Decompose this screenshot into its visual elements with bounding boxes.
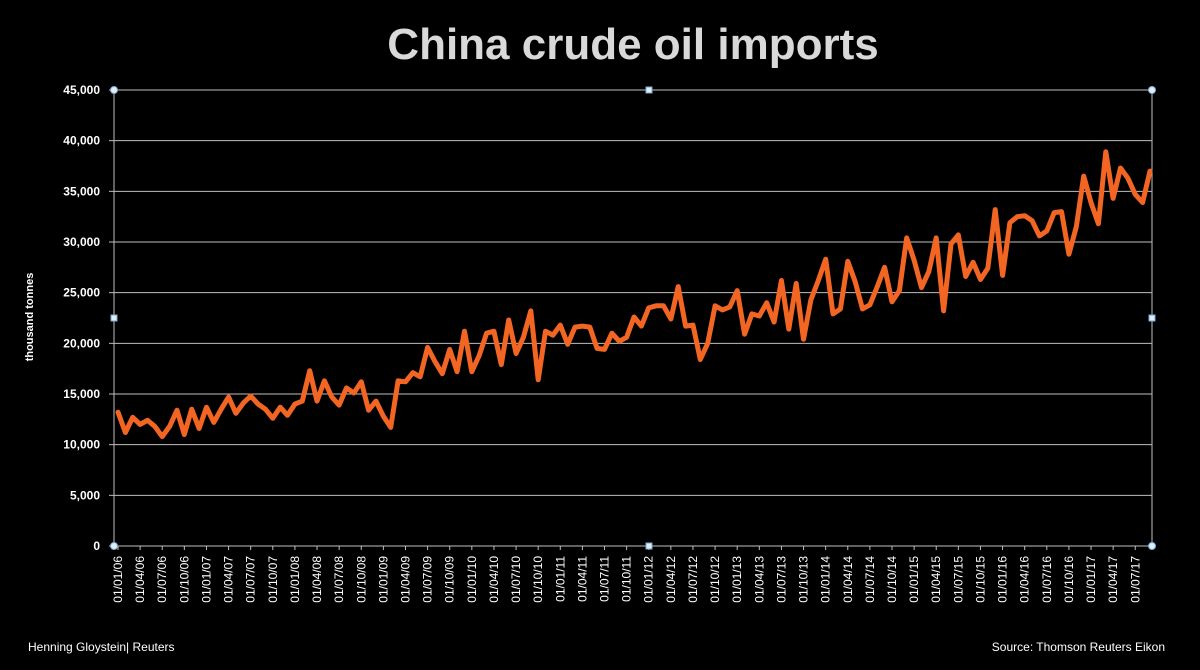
- x-tick-label: 01/01/11: [553, 556, 567, 602]
- x-tick-label: 01/10/12: [708, 556, 722, 603]
- y-tick-label: 5,000: [70, 488, 100, 502]
- y-tick-label: 20,000: [63, 336, 100, 350]
- selection-handles: [110, 86, 1156, 550]
- x-tick-label: 01/01/12: [642, 556, 656, 603]
- x-tick-label: 01/01/07: [199, 556, 213, 603]
- x-tick-label: 01/04/17: [1106, 556, 1120, 603]
- x-tick-label: 01/07/13: [774, 556, 788, 603]
- x-tick-label: 01/07/17: [1128, 556, 1142, 603]
- x-tick-label: 01/01/17: [1084, 556, 1098, 603]
- y-tick-label: 30,000: [63, 235, 100, 249]
- edge-handle: [645, 542, 653, 550]
- x-tick-label: 01/01/15: [907, 556, 921, 603]
- x-tick-label: 01/10/08: [354, 556, 368, 603]
- y-tick-label: 15,000: [63, 387, 100, 401]
- series-line: [115, 149, 1153, 440]
- corner-handle: [1148, 86, 1156, 94]
- x-tick-label: 01/07/08: [332, 556, 346, 603]
- x-tick-label: 01/01/06: [111, 556, 125, 603]
- y-axis-label: thousand tonnes: [24, 273, 36, 362]
- corner-handle: [110, 86, 118, 94]
- edge-handle: [110, 314, 118, 322]
- x-axis: 01/01/06 01/04/06 01/07/06 01/10/06 01/01/07…: [111, 546, 1142, 603]
- x-tick-label: 01/07/15: [951, 556, 965, 603]
- x-tick-label: 01/01/10: [465, 556, 479, 603]
- y-tick-label: 35,000: [63, 184, 100, 198]
- y-axis: 0 5,000 10,000 15,000 20,000 25,000 30,000 35,0…: [63, 83, 114, 553]
- x-tick-label: 01/01/14: [819, 556, 833, 603]
- x-tick-label: 01/04/13: [752, 556, 766, 603]
- edge-handle: [1148, 314, 1156, 322]
- series-group: [115, 149, 1153, 440]
- x-tick-label: 01/01/08: [288, 556, 302, 603]
- x-tick-label: 01/04/11: [575, 556, 589, 602]
- x-tick-label: 01/01/09: [376, 556, 390, 603]
- edge-handle: [645, 86, 653, 94]
- x-tick-label: 01/07/12: [686, 556, 700, 603]
- x-tick-label: 01/01/16: [996, 556, 1010, 603]
- x-tick-label: 01/01/13: [730, 556, 744, 603]
- x-tick-label: 01/10/14: [885, 556, 899, 603]
- x-tick-label: 01/04/12: [664, 556, 678, 603]
- byline: Henning Gloystein| Reuters: [28, 640, 175, 654]
- x-tick-label: 01/04/07: [222, 556, 236, 603]
- x-tick-label: 01/04/06: [133, 556, 147, 603]
- chart-title: China crude oil imports: [387, 20, 879, 69]
- x-tick-label: 01/07/09: [421, 556, 435, 603]
- x-tick-label: 01/10/15: [973, 556, 987, 603]
- x-tick-label: 01/07/11: [598, 556, 612, 602]
- x-tick-label: 01/04/10: [487, 556, 501, 603]
- corner-handle: [1148, 542, 1156, 550]
- y-tick-label: 0: [93, 539, 100, 553]
- x-tick-label: 01/04/15: [929, 556, 943, 603]
- x-tick-label: 01/07/10: [509, 556, 523, 603]
- x-tick-label: 01/10/13: [797, 556, 811, 603]
- x-tick-label: 01/10/06: [177, 556, 191, 603]
- x-tick-label: 01/10/16: [1062, 556, 1076, 603]
- y-tick-label: 45,000: [63, 83, 100, 97]
- x-tick-label: 01/07/14: [863, 556, 877, 603]
- x-tick-label: 01/10/09: [443, 556, 457, 603]
- x-tick-label: 01/07/07: [244, 556, 258, 603]
- x-tick-label: 01/10/10: [531, 556, 545, 603]
- x-tick-label: 01/04/14: [841, 556, 855, 603]
- source-note: Source: Thomson Reuters Eikon: [991, 640, 1165, 654]
- y-tick-label: 10,000: [63, 438, 100, 452]
- x-tick-label: 01/07/06: [155, 556, 169, 603]
- x-tick-label: 01/10/07: [266, 556, 280, 603]
- x-tick-label: 01/10/11: [620, 556, 634, 602]
- y-tick-label: 40,000: [63, 134, 100, 148]
- y-tick-label: 25,000: [63, 286, 100, 300]
- x-tick-label: 01/04/16: [1018, 556, 1032, 603]
- corner-handle: [110, 542, 118, 550]
- x-tick-label: 01/04/09: [398, 556, 412, 603]
- x-tick-label: 01/07/16: [1040, 556, 1054, 603]
- x-tick-label: 01/04/08: [310, 556, 324, 603]
